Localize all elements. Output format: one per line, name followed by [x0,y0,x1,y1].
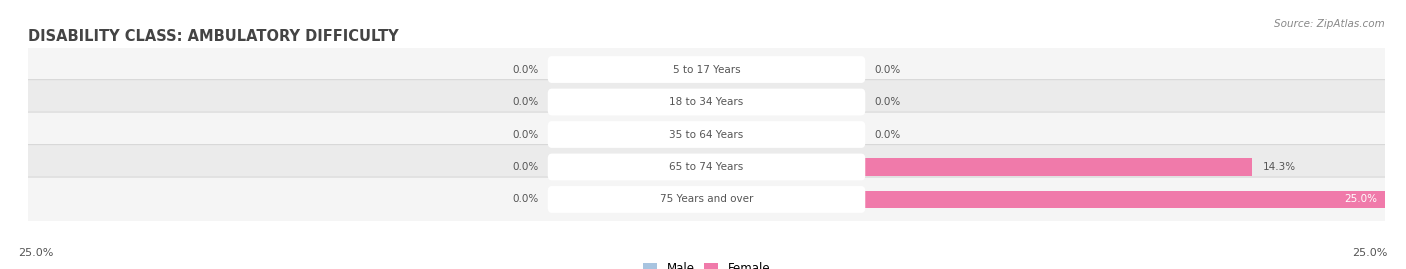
Bar [863,191,1406,208]
Bar [863,158,1251,175]
FancyBboxPatch shape [548,154,865,180]
FancyBboxPatch shape [548,121,865,148]
Bar [550,94,617,111]
Text: 25.0%: 25.0% [1344,194,1376,204]
Text: 5 to 17 Years: 5 to 17 Years [672,65,741,75]
FancyBboxPatch shape [20,144,1393,189]
FancyBboxPatch shape [548,186,865,213]
FancyBboxPatch shape [20,112,1393,157]
Text: 0.0%: 0.0% [875,65,901,75]
Text: 25.0%: 25.0% [18,248,53,258]
Text: 0.0%: 0.0% [512,65,538,75]
Bar [810,94,863,111]
FancyBboxPatch shape [548,56,865,83]
Bar [550,191,617,208]
Text: 0.0%: 0.0% [875,129,901,140]
Text: 75 Years and over: 75 Years and over [659,194,754,204]
Bar [550,158,617,175]
Text: 14.3%: 14.3% [1263,162,1296,172]
Bar [810,191,863,208]
Text: 0.0%: 0.0% [512,162,538,172]
Text: 0.0%: 0.0% [512,97,538,107]
FancyBboxPatch shape [20,80,1393,125]
Legend: Male, Female: Male, Female [638,258,775,269]
Text: 25.0%: 25.0% [1353,248,1388,258]
Bar [810,61,863,78]
FancyBboxPatch shape [548,89,865,115]
Bar [550,126,617,143]
Text: DISABILITY CLASS: AMBULATORY DIFFICULTY: DISABILITY CLASS: AMBULATORY DIFFICULTY [28,29,399,44]
Text: 18 to 34 Years: 18 to 34 Years [669,97,744,107]
FancyBboxPatch shape [20,177,1393,222]
Text: 35 to 64 Years: 35 to 64 Years [669,129,744,140]
Bar [810,158,863,175]
Bar [810,126,863,143]
Text: Source: ZipAtlas.com: Source: ZipAtlas.com [1274,19,1385,29]
Text: 0.0%: 0.0% [512,129,538,140]
Bar [550,61,617,78]
FancyBboxPatch shape [20,47,1393,92]
Text: 0.0%: 0.0% [875,97,901,107]
Text: 0.0%: 0.0% [512,194,538,204]
Text: 65 to 74 Years: 65 to 74 Years [669,162,744,172]
